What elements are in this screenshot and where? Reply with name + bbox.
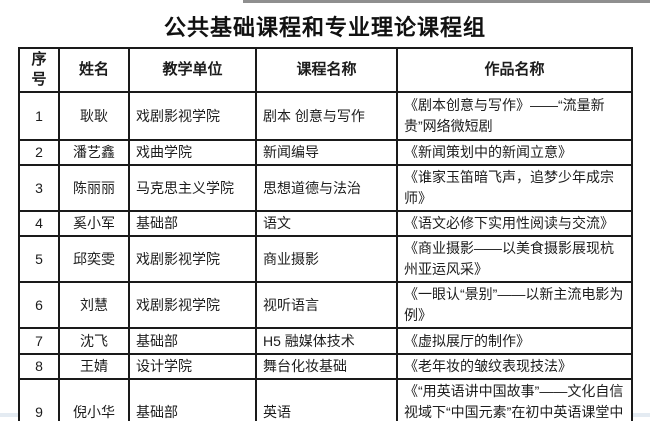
- course-group-table: 序号 姓名 教学单位 课程名称 作品名称 1 耿耿 戏剧影视学院 剧本 创意与写…: [18, 47, 633, 421]
- header-no: 序号: [18, 47, 60, 93]
- table-row: 8 王婧 设计学院 舞台化妆基础 《老年妆的皱纹表现技法》: [18, 353, 633, 380]
- table-header-row: 序号 姓名 教学单位 课程名称 作品名称: [18, 47, 633, 93]
- cell-work: 《“用英语讲中国故事”——文化自信视域下“中国元素”在初中英语课堂中的教学》: [396, 378, 633, 421]
- cell-name: 耿耿: [58, 91, 130, 141]
- cell-course: 剧本 创意与写作: [255, 91, 398, 141]
- page-title: 公共基础课程和专业理论课程组: [163, 15, 486, 40]
- table-row: 1 耿耿 戏剧影视学院 剧本 创意与写作 《剧本创意与写作》——“流量新贵”网络…: [18, 91, 633, 141]
- cell-course: 舞台化妆基础: [255, 353, 398, 380]
- table-row: 7 沈飞 基础部 H5 融媒体技术 《虚拟展厅的制作》: [18, 327, 633, 355]
- cell-work: 《新闻策划中的新闻立意》: [396, 139, 633, 166]
- table-row: 5 邱奕雯 戏剧影视学院 商业摄影 《商业摄影——以美食摄影展现杭州亚运风采》: [18, 235, 633, 283]
- cell-work: 《语文必修下实用性阅读与交流》: [396, 210, 633, 237]
- top-edge-artifact: [243, 0, 650, 3]
- cell-name: 沈飞: [58, 327, 130, 355]
- cell-no: 4: [18, 210, 60, 237]
- table-row: 4 奚小军 基础部 语文 《语文必修下实用性阅读与交流》: [18, 210, 633, 237]
- cell-name: 陈丽丽: [58, 164, 130, 212]
- cell-unit: 马克思主义学院: [128, 164, 257, 212]
- cell-name: 倪小华: [58, 378, 130, 421]
- cell-no: 1: [18, 91, 60, 141]
- cell-no: 5: [18, 235, 60, 283]
- cell-no: 8: [18, 353, 60, 380]
- cell-unit: 基础部: [128, 210, 257, 237]
- cell-course: 新闻编导: [255, 139, 398, 166]
- table-row: 2 潘艺鑫 戏曲学院 新闻编导 《新闻策划中的新闻立意》: [18, 139, 633, 166]
- cell-course: 英语: [255, 378, 398, 421]
- cell-no: 9: [18, 378, 60, 421]
- cell-no: 7: [18, 327, 60, 355]
- cell-work: 《一眼认“景别”——以新主流电影为例》: [396, 281, 633, 329]
- cell-work: 《老年妆的皱纹表现技法》: [396, 353, 633, 380]
- cell-course: 思想道德与法治: [255, 164, 398, 212]
- header-work: 作品名称: [396, 47, 633, 93]
- cell-work: 《剧本创意与写作》——“流量新贵”网络微短剧: [396, 91, 633, 141]
- cell-course: 商业摄影: [255, 235, 398, 283]
- cell-work: 《虚拟展厅的制作》: [396, 327, 633, 355]
- cell-unit: 戏剧影视学院: [128, 281, 257, 329]
- table-row: 3 陈丽丽 马克思主义学院 思想道德与法治 《谁家玉笛暗飞声，追梦少年成宗师》: [18, 164, 633, 212]
- cell-no: 2: [18, 139, 60, 166]
- header-course: 课程名称: [255, 47, 398, 93]
- header-unit: 教学单位: [128, 47, 257, 93]
- header-name: 姓名: [58, 47, 130, 93]
- cell-name: 潘艺鑫: [58, 139, 130, 166]
- cell-unit: 基础部: [128, 327, 257, 355]
- cell-work: 《谁家玉笛暗飞声，追梦少年成宗师》: [396, 164, 633, 212]
- cell-course: H5 融媒体技术: [255, 327, 398, 355]
- cell-no: 6: [18, 281, 60, 329]
- cell-unit: 戏剧影视学院: [128, 235, 257, 283]
- cell-unit: 设计学院: [128, 353, 257, 380]
- table-row: 6 刘慧 戏剧影视学院 视听语言 《一眼认“景别”——以新主流电影为例》: [18, 281, 633, 329]
- cell-no: 3: [18, 164, 60, 212]
- cell-name: 刘慧: [58, 281, 130, 329]
- cell-course: 语文: [255, 210, 398, 237]
- cell-name: 奚小军: [58, 210, 130, 237]
- cell-unit: 基础部: [128, 378, 257, 421]
- table-row: 9 倪小华 基础部 英语 《“用英语讲中国故事”——文化自信视域下“中国元素”在…: [18, 378, 633, 421]
- cell-unit: 戏曲学院: [128, 139, 257, 166]
- cell-unit: 戏剧影视学院: [128, 91, 257, 141]
- cell-name: 邱奕雯: [58, 235, 130, 283]
- cell-course: 视听语言: [255, 281, 398, 329]
- cell-work: 《商业摄影——以美食摄影展现杭州亚运风采》: [396, 235, 633, 283]
- cell-name: 王婧: [58, 353, 130, 380]
